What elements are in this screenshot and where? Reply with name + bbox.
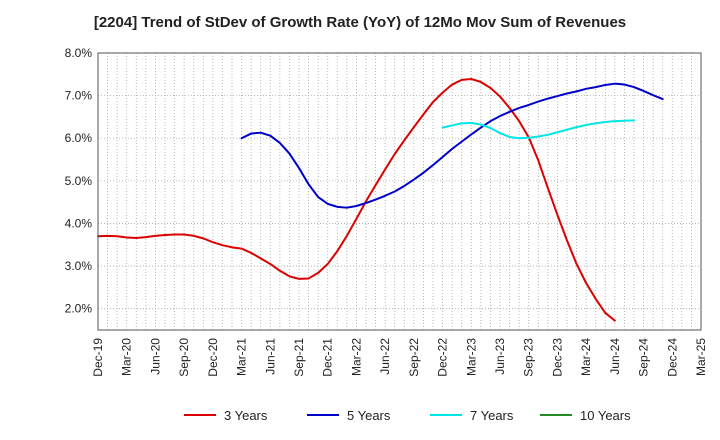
y-tick-label: 2.0% [65,302,93,316]
x-tick-label: Jun-24 [608,338,622,375]
y-tick-label: 6.0% [65,131,93,145]
series-line-7-years [441,119,635,140]
x-tick-label: Mar-23 [464,338,478,376]
y-tick-label: 8.0% [65,46,93,60]
x-tick-label: Dec-19 [91,338,105,377]
x-tick-label: Sep-20 [177,338,191,377]
legend-label: 5 Years [347,408,391,423]
grid-lines [98,52,701,330]
x-tick-label: Mar-25 [694,338,708,376]
y-axis-ticks: 2.0% 3.0% 4.0% 5.0% 6.0% 7.0% 8.0% [65,46,93,316]
x-axis-ticks: Dec-19 Mar-20 Jun-20 Sep-20 Dec-20 Mar-21 Jun-… [91,338,708,377]
chart-title: [2204] Trend of StDev of Growth Rate (Yo… [93,14,627,31]
x-tick-label: Sep-22 [407,338,421,377]
x-tick-label: Sep-24 [637,338,651,377]
x-tick-label: Dec-20 [206,338,220,377]
y-tick-label: 5.0% [65,174,93,188]
legend-label: 7 Years [470,408,514,423]
x-tick-label: Jun-21 [263,338,277,375]
legend: 3 Years 5 Years 7 Years 10 Years [184,408,631,423]
x-tick-label: Mar-24 [579,338,593,376]
x-tick-label: Dec-24 [665,338,679,377]
x-tick-label: Dec-22 [436,338,450,377]
legend-label: 10 Years [580,408,631,423]
x-tick-label: Sep-23 [522,338,536,377]
x-tick-label: Dec-21 [321,338,335,377]
x-tick-label: Mar-22 [349,338,363,376]
x-tick-label: Mar-21 [235,338,249,376]
x-tick-label: Jun-22 [378,338,392,375]
y-tick-label: 3.0% [65,259,93,273]
x-tick-label: Mar-20 [120,338,134,376]
plot-area-frame [97,52,702,331]
legend-label: 3 Years [224,408,268,423]
x-tick-label: Sep-21 [292,338,306,377]
series-line-5-years [240,82,664,209]
y-tick-label: 7.0% [65,89,93,103]
series-lines [97,78,664,322]
x-tick-label: Jun-20 [148,338,162,375]
y-tick-label: 4.0% [65,216,93,230]
x-tick-label: Jun-23 [493,338,507,375]
x-tick-label: Dec-23 [550,338,564,377]
